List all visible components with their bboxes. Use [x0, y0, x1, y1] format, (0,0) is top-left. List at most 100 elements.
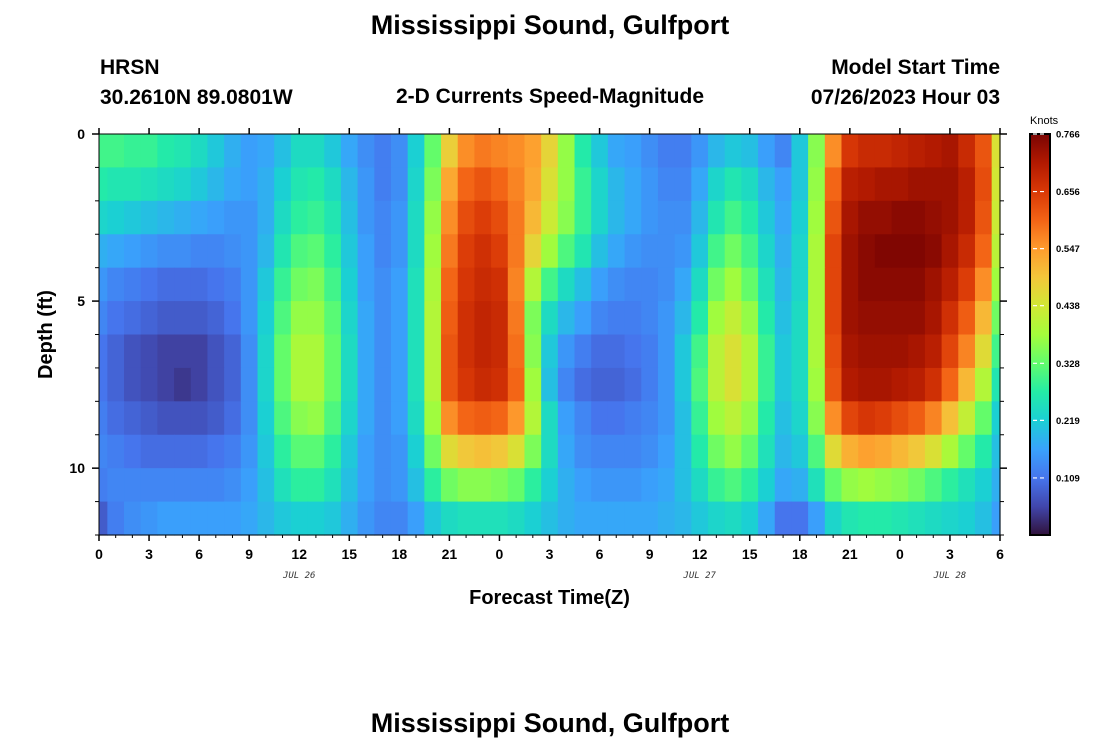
x-tick-label: 18 — [792, 546, 808, 562]
heatmap-cell — [424, 267, 442, 302]
heatmap-cell — [374, 434, 392, 469]
heatmap-cell — [657, 468, 676, 503]
heatmap-cell — [758, 301, 776, 336]
heatmap-cell — [507, 334, 526, 369]
heatmap-cell — [240, 501, 259, 536]
heatmap-cell — [774, 367, 793, 402]
heatmap-cell — [874, 301, 893, 336]
heatmap-cell — [858, 167, 876, 202]
heatmap-cell — [240, 234, 259, 269]
heatmap-cell — [724, 401, 742, 436]
heatmap-cell — [674, 367, 692, 402]
heatmap-cell — [691, 301, 709, 336]
heatmap-cell — [924, 367, 943, 402]
x-tick-label: 21 — [442, 546, 458, 562]
heatmap-cell — [174, 468, 192, 503]
heatmap-cell — [974, 234, 993, 269]
heatmap-cell — [374, 301, 392, 336]
heatmap-cell — [190, 200, 209, 235]
heatmap-cell — [941, 301, 959, 336]
heatmap-cell — [290, 501, 309, 536]
heatmap-cell — [974, 301, 993, 336]
heatmap-cell — [257, 334, 275, 369]
heatmap-cell — [124, 267, 142, 302]
heatmap-cell — [791, 167, 809, 202]
heatmap-cell — [958, 267, 976, 302]
heatmap-cell — [674, 468, 692, 503]
heatmap-cell — [774, 434, 793, 469]
heatmap-cell — [340, 501, 359, 536]
heatmap-cell — [274, 401, 292, 436]
heatmap-cell — [474, 200, 492, 235]
heatmap-cell — [340, 167, 359, 202]
heatmap-cell — [908, 134, 926, 169]
heatmap-cell — [424, 434, 442, 469]
heatmap-cell — [724, 267, 742, 302]
heatmap-cell — [374, 234, 392, 269]
heatmap-cell — [541, 401, 559, 436]
heatmap-cell — [340, 134, 359, 169]
heatmap-cell — [390, 434, 409, 469]
heatmap-cell — [758, 334, 776, 369]
heatmap-cell — [507, 200, 526, 235]
heatmap-cell — [624, 200, 642, 235]
heatmap-cell — [207, 334, 225, 369]
heatmap-cell — [407, 468, 425, 503]
heatmap-cell — [574, 200, 592, 235]
heatmap-cell — [290, 301, 309, 336]
heatmap-cell — [124, 301, 142, 336]
heatmap-cell — [507, 367, 526, 402]
heatmap-cell — [874, 367, 893, 402]
heatmap-cell — [908, 234, 926, 269]
heatmap-cell — [290, 134, 309, 169]
heatmap-cell — [524, 301, 542, 336]
heatmap-cell — [691, 434, 709, 469]
heatmap-cell — [257, 434, 275, 469]
heatmap-cell — [724, 334, 742, 369]
heatmap-cell — [908, 468, 926, 503]
heatmap-cell — [774, 234, 793, 269]
heatmap-cell — [891, 267, 909, 302]
heatmap-cell — [607, 367, 626, 402]
heatmap-cell — [441, 200, 459, 235]
heatmap-cell — [674, 267, 692, 302]
heatmap-cell — [774, 267, 793, 302]
x-tick-label: 3 — [546, 546, 554, 562]
heatmap-cell — [708, 267, 726, 302]
heatmap-cell — [674, 134, 692, 169]
heatmap-cell — [708, 200, 726, 235]
heatmap-cell — [691, 501, 709, 536]
heatmap-cell — [390, 234, 409, 269]
heatmap-cell — [641, 301, 659, 336]
heatmap-cell — [941, 134, 959, 169]
heatmap-cell — [808, 334, 826, 369]
heatmap-cell — [474, 234, 492, 269]
heatmap-cell — [774, 167, 793, 202]
heatmap-cell — [541, 167, 559, 202]
heatmap-cell — [140, 301, 158, 336]
colorbar-tick-label: 0.328 — [1056, 359, 1080, 370]
heatmap-cell — [424, 501, 442, 536]
heatmap-cell — [874, 200, 893, 235]
heatmap-cell — [257, 401, 275, 436]
heatmap-cell — [758, 200, 776, 235]
heatmap-cell — [691, 200, 709, 235]
heatmap-cell — [357, 200, 375, 235]
heatmap-cell — [958, 401, 976, 436]
heatmap-cell — [824, 301, 843, 336]
heatmap-cell — [140, 367, 158, 402]
heatmap-cell — [240, 334, 259, 369]
heatmap-cell — [474, 301, 492, 336]
heatmap-cell — [190, 401, 209, 436]
heatmap-cell — [841, 134, 859, 169]
station-id: HRSN — [100, 56, 160, 79]
heatmap-cell — [858, 267, 876, 302]
heatmap-cell — [457, 167, 476, 202]
x-tick-label: 3 — [946, 546, 954, 562]
heatmap-cell — [324, 501, 342, 536]
heatmap-cell — [991, 301, 1001, 336]
heatmap-cell — [124, 367, 142, 402]
heatmap-cell — [374, 468, 392, 503]
heatmap-cell — [99, 234, 108, 269]
heatmap-cell — [624, 434, 642, 469]
